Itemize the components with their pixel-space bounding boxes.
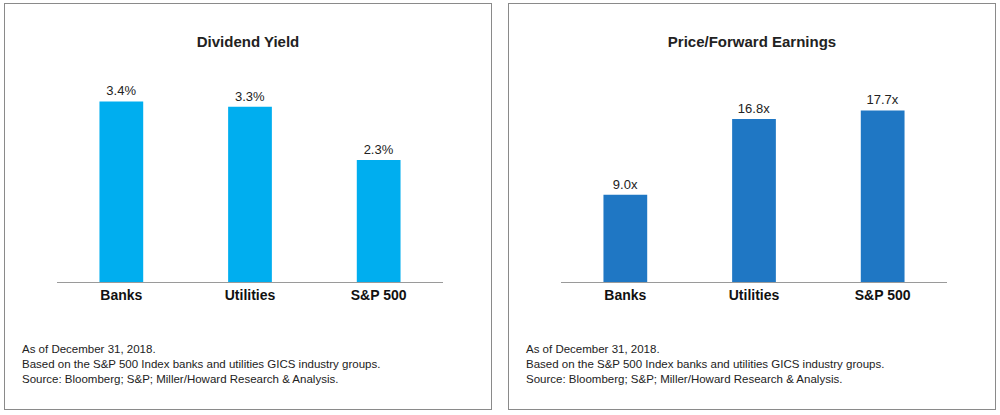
- svg-text:Price/Forward Earnings: Price/Forward Earnings: [668, 33, 836, 50]
- html-text:Based on the S&P 500 Index ban: Based on the S&P 500 Index banks and uti…: [22, 358, 381, 370]
- svg-text:9.0x: 9.0x: [613, 177, 638, 192]
- svg-text:17.7x: 17.7x: [867, 92, 899, 107]
- svg-text:3.4%: 3.4%: [106, 83, 136, 98]
- svg-text:Banks: Banks: [100, 287, 142, 303]
- svg-text:Utilities: Utilities: [729, 287, 780, 303]
- svg-text:Dividend Yield: Dividend Yield: [197, 33, 300, 50]
- svg-text:Utilities: Utilities: [225, 287, 276, 303]
- html-text:As of December 31, 2018.: As of December 31, 2018.: [22, 343, 156, 355]
- svg-text:2.3%: 2.3%: [364, 142, 394, 157]
- svg-text:Banks: Banks: [604, 287, 646, 303]
- svg-text:S&P 500: S&P 500: [855, 287, 911, 303]
- html-text:As of December 31, 2018.: As of December 31, 2018.: [526, 343, 660, 355]
- html-text:Source: Bloomberg; S&P; Miller: Source: Bloomberg; S&P; Miller/Howard Re…: [22, 373, 339, 385]
- html-text:Source: Bloomberg; S&P; Miller: Source: Bloomberg; S&P; Miller/Howard Re…: [526, 373, 843, 385]
- html-text:Based on the S&P 500 Index ban: Based on the S&P 500 Index banks and uti…: [526, 358, 885, 370]
- svg-text:S&P 500: S&P 500: [351, 287, 407, 303]
- svg-text:3.3%: 3.3%: [235, 89, 265, 104]
- svg-text:16.8x: 16.8x: [738, 101, 770, 116]
